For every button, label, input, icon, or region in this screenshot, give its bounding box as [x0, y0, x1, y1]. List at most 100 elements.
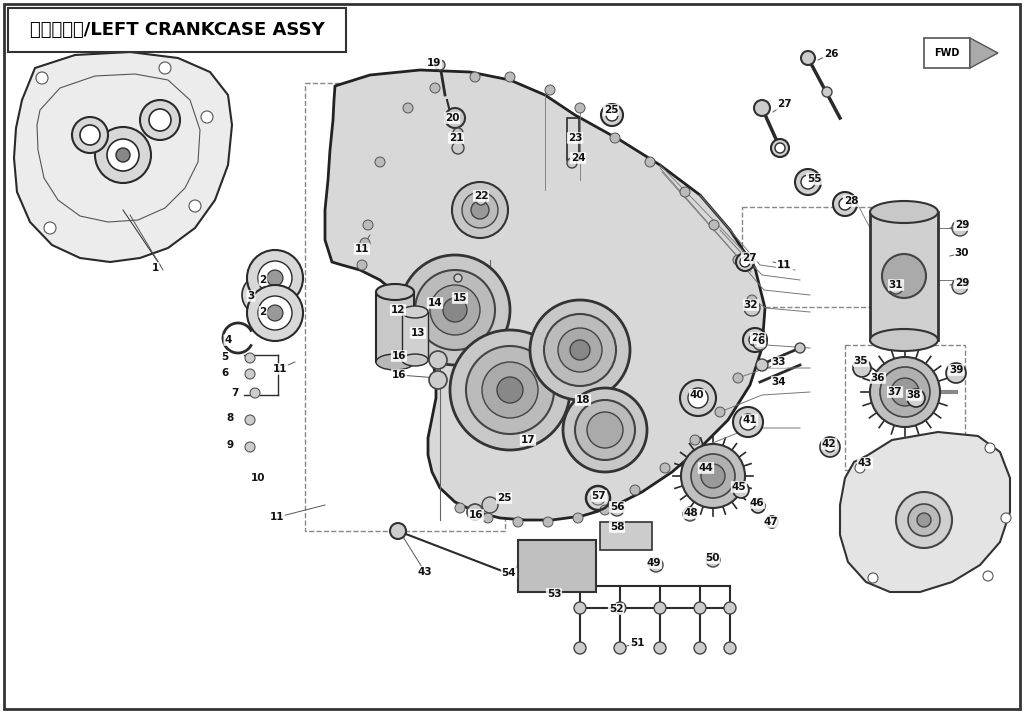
Text: 1: 1: [152, 263, 159, 273]
Text: 5: 5: [221, 352, 228, 362]
Text: 4: 4: [224, 335, 231, 345]
Text: 34: 34: [772, 377, 786, 387]
Circle shape: [403, 103, 413, 113]
Text: 58: 58: [609, 522, 625, 532]
Circle shape: [587, 412, 623, 448]
Text: 24: 24: [570, 153, 586, 163]
Text: 11: 11: [778, 261, 793, 271]
Circle shape: [694, 602, 706, 614]
Text: 41: 41: [742, 415, 758, 425]
Text: 44: 44: [698, 463, 714, 473]
Circle shape: [740, 414, 756, 430]
Circle shape: [801, 51, 815, 65]
Text: 57: 57: [592, 491, 606, 501]
Text: 27: 27: [741, 253, 757, 263]
Text: 25: 25: [497, 493, 511, 503]
Circle shape: [573, 513, 583, 523]
Bar: [567, 118, 579, 160]
Text: 20: 20: [444, 113, 459, 123]
Circle shape: [476, 195, 486, 205]
Circle shape: [159, 62, 171, 74]
Bar: [870, 212, 938, 340]
Circle shape: [882, 254, 926, 298]
Circle shape: [545, 85, 555, 95]
Circle shape: [754, 100, 770, 116]
Circle shape: [530, 300, 630, 400]
Circle shape: [715, 407, 725, 417]
Circle shape: [880, 367, 930, 417]
Circle shape: [771, 139, 790, 157]
Circle shape: [543, 517, 553, 527]
Text: 48: 48: [684, 508, 698, 518]
Circle shape: [497, 377, 523, 403]
Circle shape: [907, 389, 925, 407]
Text: 13: 13: [411, 328, 425, 338]
Circle shape: [430, 285, 480, 335]
Circle shape: [242, 275, 282, 315]
Circle shape: [775, 143, 785, 153]
Circle shape: [362, 220, 373, 230]
Text: 53: 53: [547, 589, 561, 599]
Circle shape: [688, 388, 708, 408]
Circle shape: [825, 442, 835, 452]
Text: 11: 11: [272, 364, 288, 374]
Circle shape: [691, 454, 735, 498]
Circle shape: [245, 369, 255, 379]
Circle shape: [654, 602, 666, 614]
Text: 51: 51: [630, 638, 644, 648]
Circle shape: [258, 296, 292, 330]
Text: 19: 19: [427, 58, 441, 68]
Circle shape: [360, 238, 370, 248]
Text: 11: 11: [354, 244, 370, 254]
Circle shape: [466, 346, 554, 434]
Circle shape: [471, 201, 489, 219]
Text: 12: 12: [391, 305, 406, 315]
Polygon shape: [970, 38, 998, 68]
Circle shape: [570, 340, 590, 360]
Circle shape: [452, 142, 464, 154]
Circle shape: [505, 72, 515, 82]
Circle shape: [80, 125, 100, 145]
Circle shape: [575, 400, 635, 460]
Text: 6: 6: [221, 368, 228, 378]
Text: 22: 22: [474, 191, 488, 201]
Circle shape: [601, 104, 623, 126]
Circle shape: [649, 558, 663, 572]
Circle shape: [630, 485, 640, 495]
Circle shape: [820, 437, 840, 457]
Circle shape: [1001, 513, 1011, 523]
Circle shape: [563, 388, 647, 472]
Circle shape: [795, 169, 821, 195]
Circle shape: [574, 602, 586, 614]
Circle shape: [660, 463, 670, 473]
Circle shape: [36, 72, 48, 84]
Circle shape: [44, 222, 56, 234]
Circle shape: [140, 100, 180, 140]
Text: 25: 25: [604, 105, 618, 115]
Text: 11: 11: [269, 512, 285, 522]
Circle shape: [983, 571, 993, 581]
Circle shape: [946, 363, 966, 383]
Circle shape: [574, 642, 586, 654]
Circle shape: [833, 192, 857, 216]
Text: 21: 21: [449, 133, 463, 143]
Text: 16: 16: [469, 510, 483, 520]
Circle shape: [645, 157, 655, 167]
Text: 46: 46: [750, 498, 764, 508]
Ellipse shape: [870, 329, 938, 351]
Text: 56: 56: [609, 502, 625, 512]
Bar: [8, 8, 346, 52]
Circle shape: [400, 255, 510, 365]
Circle shape: [106, 139, 139, 171]
Circle shape: [724, 642, 736, 654]
Circle shape: [453, 128, 463, 138]
Circle shape: [435, 355, 445, 365]
Circle shape: [654, 642, 666, 654]
Circle shape: [610, 502, 624, 516]
Text: 38: 38: [906, 390, 922, 400]
Circle shape: [822, 87, 831, 97]
Ellipse shape: [376, 284, 414, 300]
Text: 43: 43: [858, 458, 872, 468]
Circle shape: [751, 499, 765, 513]
Text: 6: 6: [758, 336, 765, 346]
